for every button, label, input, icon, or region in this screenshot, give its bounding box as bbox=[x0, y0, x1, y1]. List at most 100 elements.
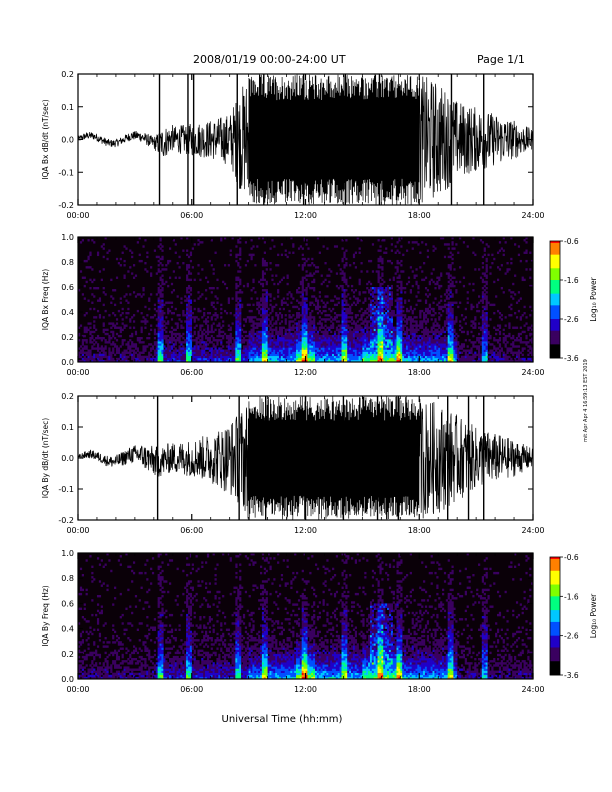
spectrogram-cell bbox=[280, 243, 284, 246]
spectrogram-cell bbox=[377, 259, 380, 263]
spectrogram-cell bbox=[161, 343, 164, 346]
spectrogram-cell bbox=[305, 322, 308, 325]
spectrogram-cell bbox=[428, 312, 431, 315]
spectrogram-cell bbox=[379, 282, 382, 286]
spectrogram-cell bbox=[432, 307, 435, 311]
spectrogram-cell bbox=[426, 339, 430, 342]
spectrogram-cell bbox=[341, 293, 344, 296]
spectrogram-cell bbox=[404, 332, 407, 336]
spectrogram-cell bbox=[256, 337, 259, 340]
spectrogram-cell bbox=[443, 334, 447, 338]
spectrogram-cell bbox=[455, 243, 458, 246]
spectrogram-cell bbox=[354, 289, 357, 292]
spectrogram-cell bbox=[443, 255, 447, 259]
spectrogram-cell bbox=[189, 309, 193, 313]
spectrogram-cell bbox=[110, 322, 113, 325]
spectrogram-cell bbox=[324, 332, 327, 336]
spectrogram-cell bbox=[182, 347, 185, 350]
spectrogram-cell bbox=[193, 318, 196, 321]
spectrogram-cell bbox=[413, 339, 416, 342]
spectrogram-cell bbox=[187, 284, 191, 288]
spectrogram-cell bbox=[100, 359, 103, 363]
spectrogram-cell bbox=[390, 295, 394, 298]
spectrogram-cell bbox=[349, 349, 352, 352]
spectrogram-cell bbox=[187, 328, 191, 332]
spectrogram-cell bbox=[387, 337, 390, 340]
spectrogram-cell bbox=[299, 295, 303, 298]
spectrogram-cell bbox=[330, 345, 333, 348]
spectrogram-cell bbox=[472, 326, 475, 329]
spectrogram-cell bbox=[174, 332, 177, 336]
spectrogram-cell bbox=[229, 326, 232, 329]
spectrogram-cell bbox=[163, 324, 166, 327]
spectrogram-cell bbox=[337, 314, 340, 317]
spectrogram-cell bbox=[430, 341, 433, 344]
spectrogram-cell bbox=[290, 316, 293, 319]
spectrogram-cell bbox=[218, 324, 221, 327]
spectrogram-cell bbox=[377, 307, 380, 311]
spectrogram-cell bbox=[233, 345, 236, 348]
spectrogram-cell bbox=[182, 341, 185, 344]
spectrogram-cell bbox=[478, 349, 481, 352]
spectrogram-cell bbox=[356, 355, 359, 359]
spectrogram-cell bbox=[311, 309, 314, 313]
spectrogram-cell bbox=[415, 339, 418, 342]
spectrogram-cell bbox=[210, 239, 213, 242]
spectrogram-cell bbox=[237, 343, 240, 346]
spectrogram-cell bbox=[453, 349, 456, 352]
spectrogram-cell bbox=[364, 341, 367, 344]
spectrogram-cell bbox=[493, 303, 496, 307]
spectrogram-cell bbox=[445, 312, 448, 315]
spectrogram-cell bbox=[343, 289, 346, 292]
spectrogram-cell bbox=[381, 353, 384, 357]
spectrogram-cell bbox=[199, 324, 202, 327]
spectrogram-cell bbox=[424, 287, 428, 290]
spectrogram-cell bbox=[438, 276, 441, 279]
spectrogram-cell bbox=[383, 320, 386, 323]
spectrogram-cell bbox=[442, 349, 445, 352]
spectrogram-cell bbox=[186, 305, 189, 309]
spectrogram-cell bbox=[451, 341, 454, 344]
spectrogram-cell bbox=[78, 326, 81, 329]
spectrogram-cell bbox=[485, 320, 488, 323]
spectrogram-cell bbox=[235, 339, 238, 342]
spectrogram-cell bbox=[290, 328, 293, 332]
spectrogram-cell bbox=[313, 353, 316, 357]
spectrogram-cell bbox=[231, 353, 234, 357]
spectrogram-cell bbox=[161, 359, 164, 363]
spectrogram-cell bbox=[485, 312, 488, 315]
spectrogram-cell bbox=[248, 347, 251, 350]
spectrogram-cell bbox=[313, 295, 316, 298]
spectrogram-cell bbox=[205, 343, 208, 346]
spectrogram-cell bbox=[167, 334, 170, 338]
spectrogram-cell bbox=[407, 339, 411, 342]
spectrogram-cell bbox=[218, 353, 221, 357]
spectrogram-cell bbox=[189, 326, 193, 329]
spectrogram-cell bbox=[381, 328, 384, 332]
spectrogram-cell bbox=[320, 299, 323, 302]
spectrogram-cell bbox=[85, 312, 88, 315]
spectrogram-cell bbox=[377, 334, 380, 338]
spectrogram-cell bbox=[184, 295, 187, 298]
spectrogram-cell bbox=[335, 316, 339, 319]
spectrogram-cell bbox=[400, 339, 403, 342]
spectrogram-cell bbox=[108, 337, 111, 340]
spectrogram-cell bbox=[318, 291, 321, 294]
spectrogram-cell bbox=[93, 357, 96, 361]
spectrogram-cell bbox=[440, 355, 443, 359]
spectrogram-cell bbox=[248, 309, 251, 313]
spectrogram-cell bbox=[351, 289, 354, 292]
spectrogram-cell bbox=[102, 353, 105, 357]
spectrogram-cell bbox=[479, 326, 483, 329]
spectrogram-cell bbox=[464, 351, 467, 354]
spectrogram-cell bbox=[352, 355, 356, 359]
spectrogram-cell bbox=[263, 341, 266, 344]
spectrogram-cell bbox=[248, 357, 251, 361]
spectrogram-cell bbox=[485, 287, 488, 290]
spectrogram-cell bbox=[404, 337, 407, 340]
spectrogram-cell bbox=[210, 264, 213, 267]
spectrogram-cell bbox=[242, 353, 246, 357]
spectrogram-cell bbox=[248, 334, 251, 338]
spectrogram-cell bbox=[125, 359, 128, 363]
spectrogram-cell bbox=[189, 318, 193, 321]
